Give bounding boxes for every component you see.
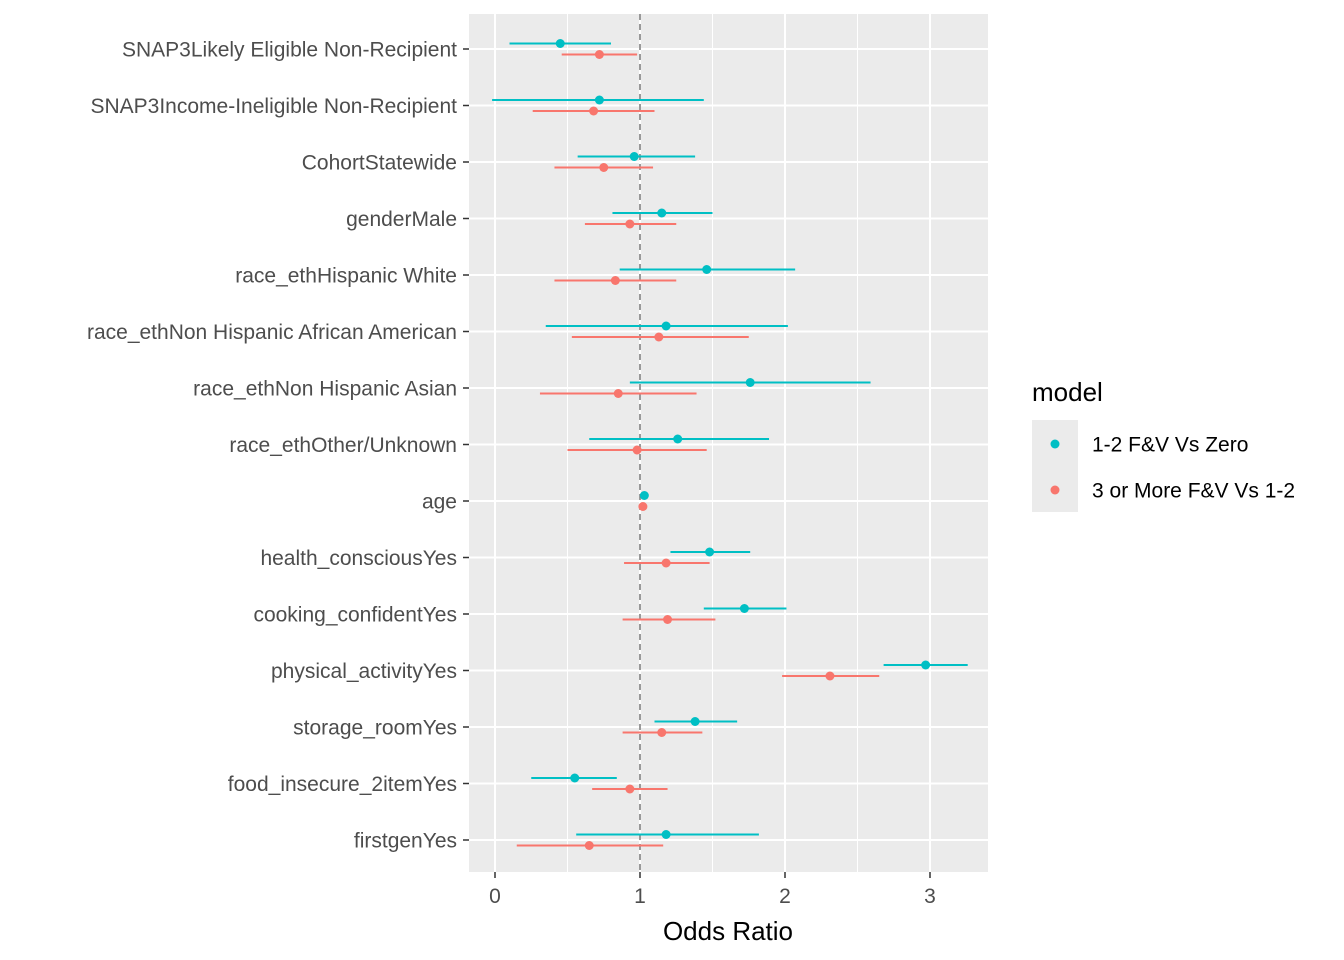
point-estimate: [589, 106, 599, 116]
legend-key-background: [1032, 420, 1078, 512]
point-estimate: [555, 39, 565, 48]
legend: model 1-2 F&V Vs Zero 3 or More F&V Vs 1-…: [1032, 377, 1295, 512]
x-axis: 0 1 2 3: [489, 872, 936, 908]
point-estimate: [690, 717, 700, 726]
y-tick-label: health_consciousYes: [260, 547, 457, 570]
point-estimate: [613, 389, 623, 398]
y-tick-label: storage_roomYes: [293, 717, 457, 740]
y-tick-label: race_ethNon Hispanic African American: [87, 321, 457, 344]
legend-title: model: [1032, 377, 1103, 407]
y-tick-label: SNAP3Income-Ineligible Non-Recipient: [90, 95, 457, 118]
y-tick-label: race_ethOther/Unknown: [229, 434, 457, 457]
x-tick-label: 0: [489, 885, 501, 908]
x-tick-label: 2: [779, 885, 791, 908]
point-estimate: [610, 276, 620, 285]
point-estimate: [599, 163, 609, 172]
x-tick-label: 1: [634, 885, 646, 908]
point-estimate: [657, 728, 667, 737]
point-estimate: [654, 332, 664, 342]
y-tick-label: race_ethHispanic White: [235, 265, 457, 288]
legend-label: 3 or More F&V Vs 1-2: [1092, 480, 1295, 503]
y-tick-label: genderMale: [346, 208, 457, 231]
point-estimate: [632, 445, 642, 455]
legend-label: 1-2 F&V Vs Zero: [1092, 434, 1248, 457]
y-tick-label: physical_activityYes: [271, 660, 457, 683]
point-estimate: [921, 660, 931, 670]
point-estimate: [825, 671, 835, 681]
point-estimate: [657, 208, 667, 218]
legend-key: [1050, 439, 1060, 449]
point-estimate: [625, 784, 635, 794]
point-estimate: [745, 378, 755, 387]
major-gridlines: [469, 14, 988, 872]
point-estimate: [629, 152, 639, 161]
y-tick-label: CohortStatewide: [302, 152, 457, 175]
point-estimate: [625, 219, 635, 229]
point-estimate: [673, 434, 683, 444]
point-estimate: [638, 502, 648, 511]
y-tick-label: age: [422, 491, 457, 514]
point-estimate: [570, 773, 580, 783]
point-estimate: [594, 95, 604, 105]
x-tick-label: 3: [924, 885, 936, 908]
legend-key: [1050, 485, 1060, 495]
y-tick-label: food_insecure_2itemYes: [228, 773, 457, 796]
point-estimate: [705, 547, 715, 557]
point-estimate: [661, 558, 671, 568]
y-tick-label: cooking_confidentYes: [253, 604, 457, 627]
y-tick-label: race_ethNon Hispanic Asian: [193, 378, 457, 401]
y-axis: SNAP3Likely Eligible Non-Recipient SNAP3I…: [87, 39, 469, 853]
x-axis-title: Odds Ratio: [663, 916, 793, 946]
point-estimate: [584, 841, 594, 850]
point-estimate: [661, 321, 671, 331]
minor-gridlines: [567, 14, 858, 872]
y-tick-label: SNAP3Likely Eligible Non-Recipient: [122, 39, 457, 62]
point-estimate: [663, 615, 673, 624]
y-tick-label: firstgenYes: [354, 830, 457, 853]
data-marks: [492, 39, 968, 850]
plot-panel: [469, 14, 988, 872]
point-estimate: [702, 265, 712, 274]
point-estimate: [639, 491, 649, 500]
point-estimate: [739, 604, 749, 613]
point-estimate: [594, 50, 604, 59]
point-estimate: [661, 830, 671, 839]
